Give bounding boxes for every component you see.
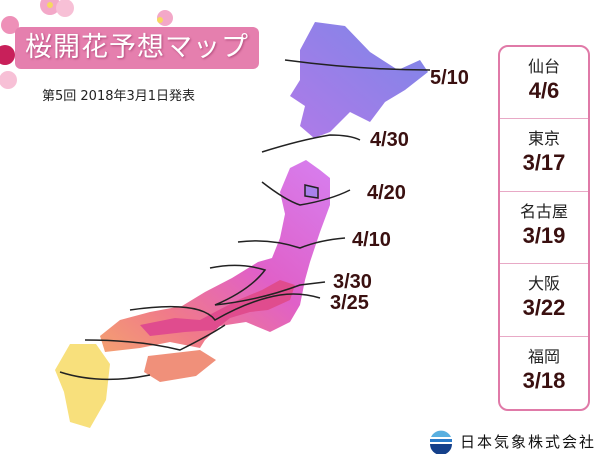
city-item: 大阪 3/22 (500, 264, 588, 337)
shikoku-region (144, 350, 216, 382)
sakura-decoration (0, 0, 173, 89)
city-name: 東京 (527, 129, 560, 149)
map-label-4-30: 4/30 (370, 129, 409, 151)
city-date: 4/6 (528, 78, 560, 103)
city-date: 3/17 (522, 150, 566, 176)
hokkaido-region (290, 22, 428, 138)
map-label-3-25: 3/25 (330, 292, 369, 314)
map-label-4-10: 4/10 (352, 229, 391, 251)
issue-date: 第5回 2018年3月1日発表 (42, 89, 196, 104)
tohoku-highland (304, 184, 319, 199)
city-item: 東京 3/17 (500, 119, 588, 192)
map-label-4-20: 4/20 (367, 182, 406, 204)
city-date: 3/18 (522, 367, 566, 393)
company-logo: 日本気象株式会社 (428, 428, 596, 454)
company-logo-icon (430, 430, 452, 454)
city-date: 3/22 (522, 295, 566, 321)
city-name: 福岡 (527, 346, 560, 366)
page-title: 桜開花予想マップ (15, 27, 259, 69)
city-item: 福岡 3/18 (500, 337, 588, 409)
city-item: 仙台 4/6 (500, 47, 588, 120)
kyushu-region (55, 344, 110, 428)
company-name: 日本気象株式会社 (460, 432, 597, 451)
city-name: 名古屋 (519, 201, 568, 221)
city-name: 仙台 (527, 57, 560, 76)
central-region (140, 280, 295, 336)
isochrone-lines (59, 59, 431, 381)
city-item: 名古屋 3/19 (500, 192, 588, 265)
map-label-5-10: 5/10 (430, 67, 469, 89)
city-forecast-panel: 仙台 4/6 東京 3/17 名古屋 3/19 大阪 3/22 福岡 3/18 (498, 45, 590, 411)
map-label-3-30: 3/30 (333, 271, 372, 293)
city-date: 3/19 (522, 222, 566, 248)
city-name: 大阪 (527, 274, 560, 294)
